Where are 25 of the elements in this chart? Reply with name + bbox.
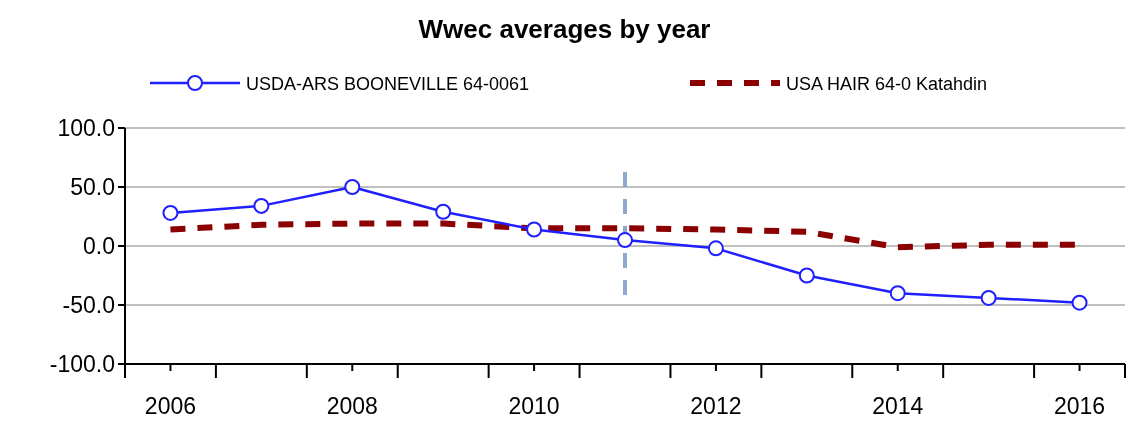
point [162,204,179,221]
point [344,179,361,195]
legend-label: USDA-ARS BOONEVILLE 64-0061 [246,74,530,94]
point [889,285,906,302]
point [253,197,270,214]
legend-label: USA HAIR 64-0 Katahdin [786,74,988,94]
point [617,232,633,249]
y-tick-label: 0.0 [83,233,115,259]
point [707,240,724,257]
point [435,203,452,220]
point [1071,294,1088,311]
x-tick-label: 2010 [508,393,560,419]
point [526,221,543,238]
x-tick-label: 2006 [144,393,197,419]
x-tick-label: 2014 [872,393,924,419]
y-tick-label: 100.0 [57,115,115,141]
y-tick-label: -100.0 [49,351,115,377]
y-tick-label: 50.0 [70,174,115,200]
chart-title: Wwec averages by year [418,14,711,44]
x-tick-label: 2016 [1053,393,1106,419]
x-tick-label: 2012 [690,393,742,419]
y-tick-label: -50.0 [62,292,115,318]
point [798,267,815,284]
point [980,289,997,306]
x-tick-label: 2008 [326,393,378,419]
